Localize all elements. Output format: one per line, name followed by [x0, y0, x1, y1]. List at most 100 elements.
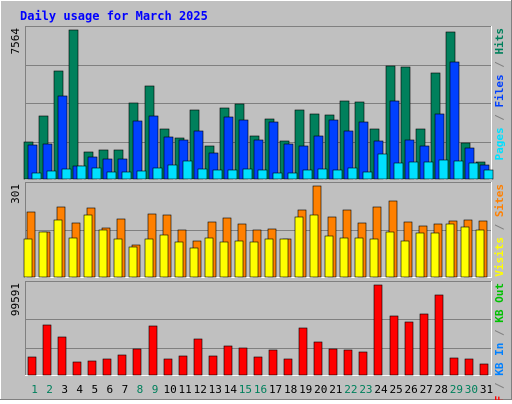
bar-pages-day-3: [61, 168, 72, 180]
bar-visits-day-21: [324, 235, 334, 278]
day-label-12: 12: [194, 383, 207, 396]
bar-visits-day-3: [53, 219, 63, 278]
day-label-6: 6: [107, 383, 114, 396]
bar-visits-day-7: [113, 238, 123, 278]
legend-entry: KB In: [493, 343, 506, 376]
bar-visits-day-9: [144, 238, 154, 278]
bar-pages-day-22: [347, 167, 358, 180]
bar-pages-day-11: [182, 160, 193, 180]
legend-entry: /: [493, 55, 506, 75]
bar-pages-day-1: [31, 172, 42, 180]
bar-visits-day-5: [83, 214, 93, 278]
bar-pages-day-30: [468, 162, 479, 180]
day-label-17: 17: [269, 383, 282, 396]
bar-kb-f-day-26: [404, 321, 414, 376]
day-label-19: 19: [299, 383, 312, 396]
legend: KB F / KB In / KB Out: [493, 283, 506, 400]
bar-pages-day-25: [393, 162, 404, 180]
bar-kb-f-day-23: [358, 351, 368, 376]
day-label-14: 14: [224, 383, 238, 396]
bar-pages-day-24: [377, 153, 388, 180]
bar-pages-day-14: [227, 169, 238, 180]
bar-visits-day-18: [279, 238, 289, 278]
bar-pages-day-8: [136, 170, 147, 180]
bar-kb-f-day-9: [148, 325, 158, 376]
bar-visits-day-31: [475, 229, 485, 278]
bar-visits-day-25: [385, 231, 395, 278]
bar-kb-f-day-21: [328, 348, 338, 376]
legend-entry: /: [493, 376, 506, 396]
bar-pages-day-7: [121, 171, 132, 180]
day-label-4: 4: [76, 383, 83, 396]
day-label-8: 8: [137, 383, 144, 396]
bar-visits-day-4: [68, 237, 78, 278]
legend-entry: Hits: [493, 28, 506, 55]
bar-pages-day-12: [197, 168, 208, 180]
bar-kb-f-day-31: [479, 363, 489, 376]
bar-pages-day-20: [317, 168, 328, 180]
day-label-23: 23: [359, 383, 372, 396]
bar-kb-f-day-14: [223, 345, 233, 376]
day-label-1: 1: [31, 383, 38, 396]
bar-pages-day-29: [453, 160, 464, 180]
day-label-7: 7: [122, 383, 129, 396]
day-label-20: 20: [314, 383, 327, 396]
bar-visits-day-24: [369, 238, 379, 278]
bar-visits-day-22: [339, 237, 349, 278]
bar-visits-day-1: [23, 238, 33, 278]
bar-visits-day-17: [264, 238, 274, 278]
bar-pages-day-23: [362, 171, 373, 180]
bar-kb-f-day-25: [389, 315, 399, 376]
bar-files-day-17: [268, 121, 279, 180]
bar-kb-f-day-4: [72, 361, 82, 376]
day-label-10: 10: [163, 383, 176, 396]
bar-pages-day-5: [91, 167, 102, 180]
bar-pages-day-2: [46, 170, 57, 180]
bar-kb-f-day-8: [132, 348, 142, 376]
bar-visits-day-20: [309, 214, 319, 278]
series-kb-f: [27, 284, 489, 376]
bar-pages-day-16: [257, 169, 268, 180]
day-label-24: 24: [374, 383, 388, 396]
bar-kb-f-day-28: [434, 294, 444, 376]
panel-hits-files-pages: 7564 Pages / Files / Hits: [9, 26, 506, 180]
day-label-29: 29: [450, 383, 463, 396]
bar-visits-day-27: [415, 232, 425, 278]
bar-kb-f-day-2: [42, 324, 52, 376]
bar-kb-f-day-6: [102, 358, 112, 376]
bar-visits-day-14: [219, 241, 229, 278]
bar-pages-day-17: [272, 172, 283, 180]
day-label-27: 27: [420, 383, 433, 396]
bar-kb-f-day-27: [419, 313, 429, 376]
day-label-15: 15: [239, 383, 252, 396]
day-label-13: 13: [209, 383, 222, 396]
bar-kb-f-day-19: [298, 327, 308, 376]
legend-entry: /: [493, 108, 506, 128]
bar-visits-day-16: [249, 241, 259, 278]
day-labels: 1 2 3 4 5 6 7 8 9 10 11 12 13 14 15 16 17 18 19 20 21 22 23 24 2…: [31, 383, 493, 396]
bar-pages-day-4: [76, 165, 87, 180]
legend-entry: Sites: [493, 184, 506, 217]
bar-visits-day-13: [204, 237, 214, 278]
bar-visits-day-30: [460, 226, 470, 278]
day-label-28: 28: [435, 383, 448, 396]
legend-entry: /: [493, 217, 506, 237]
bar-pages-day-18: [287, 172, 298, 180]
day-label-18: 18: [284, 383, 297, 396]
bar-kb-f-day-13: [208, 355, 218, 376]
bar-pages-day-26: [408, 161, 419, 180]
legend-entry: Files: [493, 74, 506, 107]
bar-visits-day-28: [430, 232, 440, 278]
day-label-26: 26: [405, 383, 418, 396]
bar-kb-f-day-1: [27, 356, 37, 376]
bar-pages-day-28: [438, 159, 449, 180]
bar-visits-day-2: [38, 231, 48, 278]
bar-visits-day-29: [445, 223, 455, 278]
bar-visits-day-26: [400, 240, 410, 278]
bar-files-day-3: [57, 95, 68, 180]
day-label-21: 21: [329, 383, 342, 396]
bar-files-day-14: [223, 116, 234, 180]
day-label-5: 5: [91, 383, 98, 396]
